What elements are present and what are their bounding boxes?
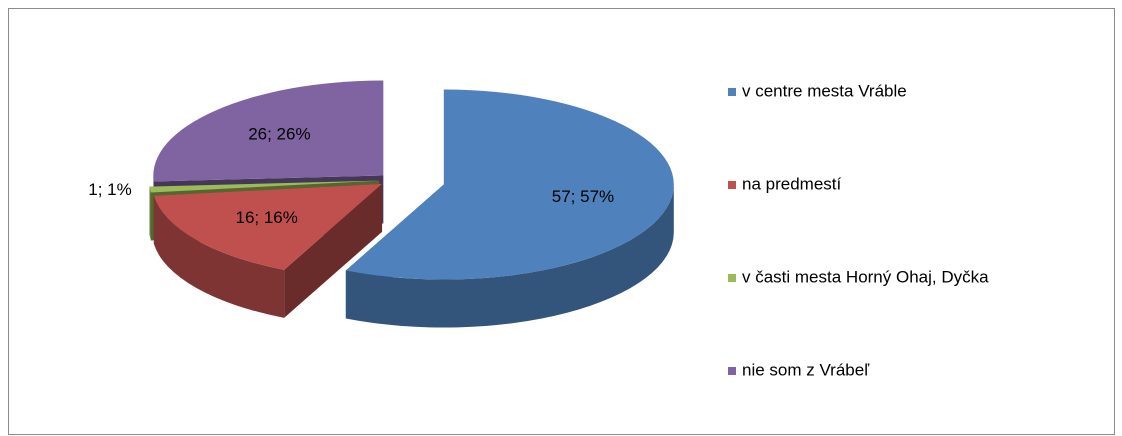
slice — [149, 180, 380, 193]
legend-label: v časti mesta Horný Ohaj, Dyčka — [742, 267, 989, 286]
slice — [345, 89, 674, 280]
legend-label: nie som z Vrábeľ — [742, 360, 870, 379]
slice — [153, 80, 384, 182]
data-label: 57; 57% — [552, 187, 614, 206]
slice-side — [149, 186, 151, 241]
legend-swatch — [728, 367, 736, 375]
slice-side — [153, 195, 285, 318]
legend-label: v centre mesta Vráble — [742, 81, 907, 100]
legend-swatch — [728, 181, 736, 189]
slice-side — [345, 184, 674, 328]
data-label: 1; 1% — [88, 180, 131, 199]
data-label: 26; 26% — [248, 125, 310, 144]
data-label: 16; 16% — [235, 208, 297, 227]
legend-swatch — [728, 274, 736, 282]
slice — [153, 183, 383, 270]
legend-swatch — [728, 88, 736, 96]
legend-label: na predmestí — [742, 174, 841, 193]
